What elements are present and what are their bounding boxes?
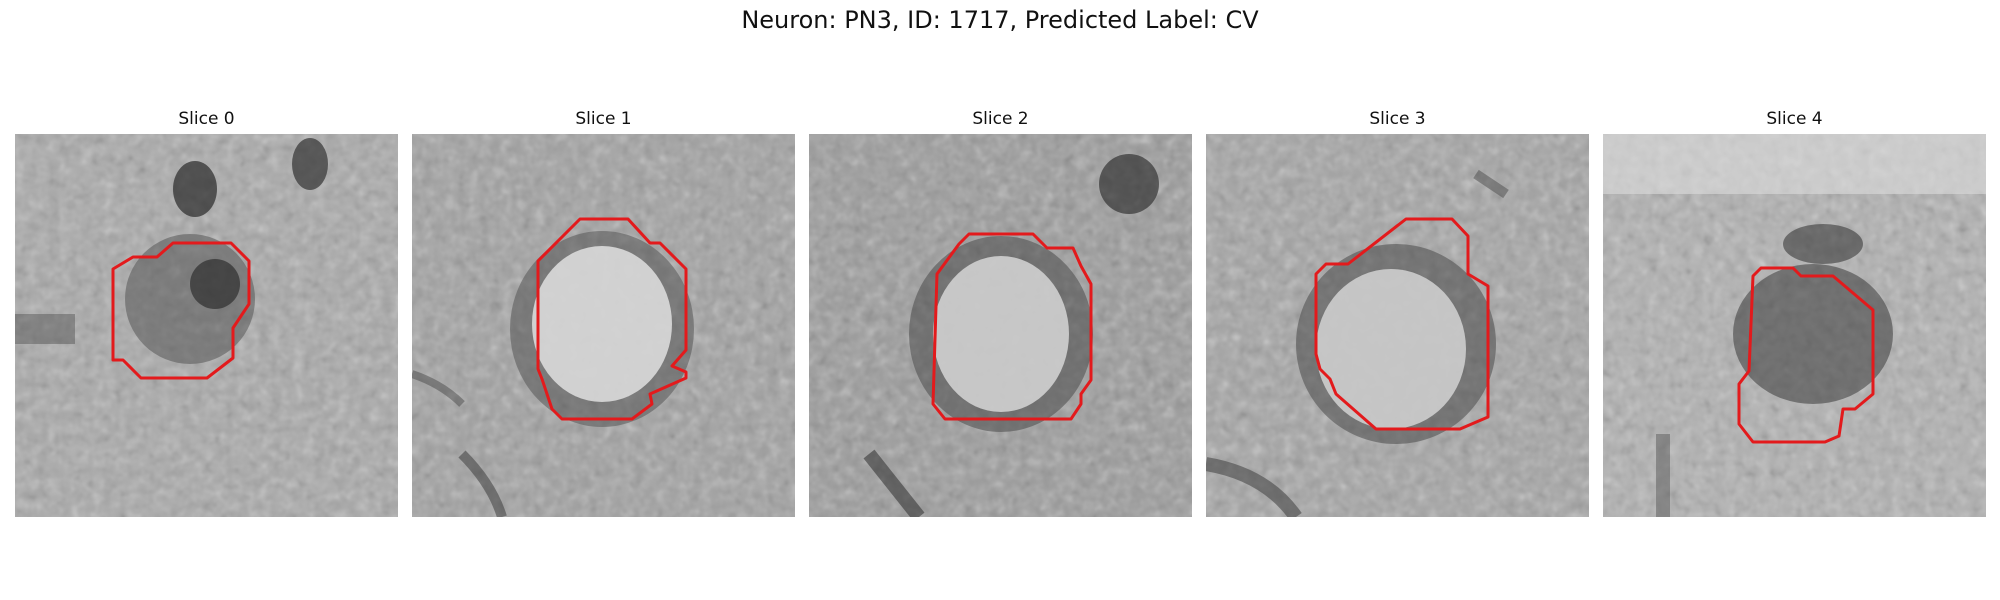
slice-panel-2: Slice 2 [809,106,1192,517]
slice-title: Slice 1 [575,109,632,129]
slice-image [412,134,795,517]
roi-contour [1314,217,1490,431]
figure-title: Neuron: PN3, ID: 1717, Predicted Label: … [741,6,1259,34]
roi-contour [111,241,251,380]
roi-contour [536,217,688,421]
slice-title: Slice 2 [972,109,1029,129]
slice-title: Slice 0 [178,109,235,129]
slice-image [1603,134,1986,517]
roi-contour [1737,266,1875,444]
slice-image [809,134,1192,517]
slice-title: Slice 4 [1766,109,1823,129]
roi-contour [931,232,1093,421]
slice-image [15,134,398,517]
slice-panel-1: Slice 1 [412,106,795,517]
slice-image [1206,134,1589,517]
slice-panel-0: Slice 0 [15,106,398,517]
slice-panel-4: Slice 4 [1603,106,1986,517]
slice-panel-3: Slice 3 [1206,106,1589,517]
slice-title: Slice 3 [1369,109,1426,129]
